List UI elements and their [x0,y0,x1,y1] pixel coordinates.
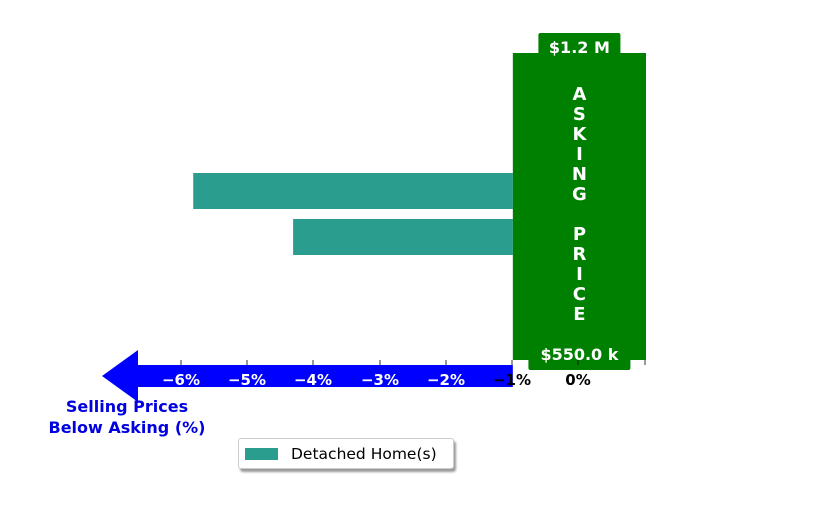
legend: Detached Home(s) [238,438,454,469]
arrow-callout-line2: Below Asking (%) [48,418,206,437]
price-low-label: $550.0 k [540,345,618,364]
asking-letter: S [573,104,586,125]
asking-price-box [512,53,646,360]
asking-letter: I [576,144,583,165]
price-high-badge [538,33,621,59]
x-tick-label: −2% [427,371,465,389]
asking-letter: I [576,264,583,285]
asking-letter: K [572,124,587,145]
price-low-badge [528,343,631,370]
price-high-label: $1.2 M [549,38,610,57]
arrow-callout: Selling Prices Below Asking (%) [37,396,217,438]
x-tick-label: −5% [228,371,266,389]
bar [193,173,513,209]
x-tick-label: −1% [493,371,531,389]
asking-letter: G [572,184,587,205]
x-tick-label: 0% [565,371,590,389]
x-tick-label: −3% [361,371,399,389]
asking-letter: A [572,84,586,105]
bar [293,219,513,255]
asking-letter: N [572,164,587,185]
x-axis: −6% −5% −4% −3% −2% −1% 0% [162,360,646,389]
x-tick-label: −6% [162,371,200,389]
asking-letter: R [572,244,586,265]
legend-label: Detached Home(s) [291,444,437,463]
x-tick-label: −4% [294,371,332,389]
arrow-callout-line1: Selling Prices [65,397,189,416]
legend-swatch [245,447,278,460]
below-asking-arrow [102,350,513,402]
asking-letter: P [573,224,586,245]
asking-letter: C [573,284,586,305]
asking-letter: E [573,304,585,325]
bar-group [193,173,513,255]
